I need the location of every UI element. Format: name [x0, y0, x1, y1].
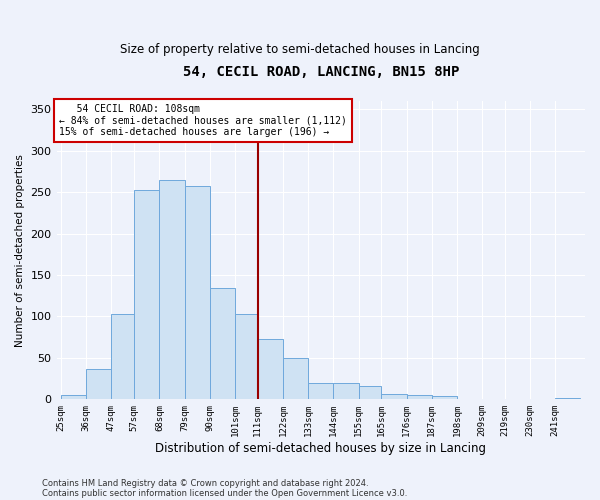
- Bar: [235, 314, 258, 400]
- Text: 54 CECIL ROAD: 108sqm
← 84% of semi-detached houses are smaller (1,112)
15% of s: 54 CECIL ROAD: 108sqm ← 84% of semi-deta…: [59, 104, 347, 137]
- Bar: [210, 288, 235, 400]
- Bar: [112, 314, 134, 400]
- Bar: [185, 186, 210, 400]
- Bar: [308, 383, 334, 400]
- Bar: [432, 396, 457, 400]
- Bar: [160, 180, 185, 400]
- Text: Contains HM Land Registry data © Crown copyright and database right 2024.: Contains HM Land Registry data © Crown c…: [42, 478, 368, 488]
- Bar: [505, 398, 530, 400]
- Bar: [382, 394, 407, 400]
- Bar: [555, 398, 580, 400]
- Bar: [61, 395, 86, 400]
- Bar: [359, 386, 382, 400]
- Bar: [283, 358, 308, 400]
- Text: Contains public sector information licensed under the Open Government Licence v3: Contains public sector information licen…: [42, 488, 407, 498]
- Text: Size of property relative to semi-detached houses in Lancing: Size of property relative to semi-detach…: [120, 42, 480, 56]
- Bar: [258, 339, 283, 400]
- Bar: [334, 383, 359, 400]
- Bar: [86, 368, 112, 400]
- Bar: [134, 190, 160, 400]
- Title: 54, CECIL ROAD, LANCING, BN15 8HP: 54, CECIL ROAD, LANCING, BN15 8HP: [182, 65, 459, 79]
- Y-axis label: Number of semi-detached properties: Number of semi-detached properties: [15, 154, 25, 346]
- Bar: [407, 395, 432, 400]
- X-axis label: Distribution of semi-detached houses by size in Lancing: Distribution of semi-detached houses by …: [155, 442, 486, 455]
- Bar: [457, 398, 482, 400]
